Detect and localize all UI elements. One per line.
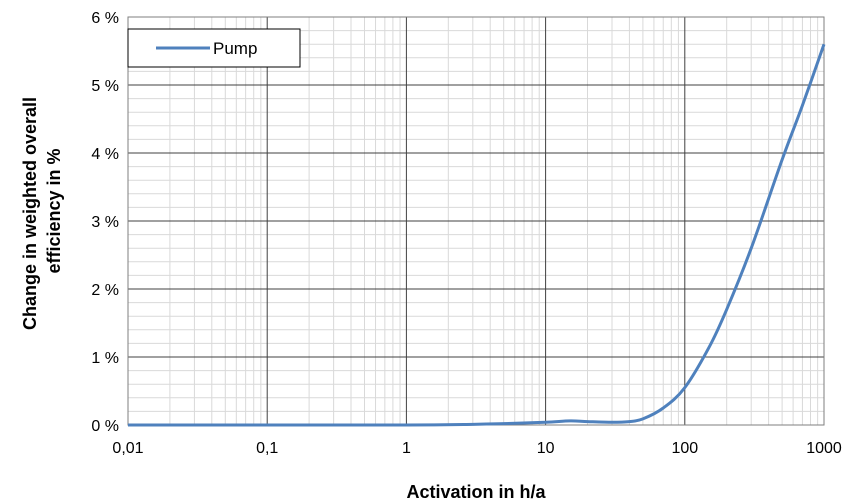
y-axis-title-line-2: efficiency in %	[44, 148, 64, 273]
y-tick-label: 4 %	[91, 146, 119, 163]
y-axis-title: Change in weighted overall efficiency in…	[20, 92, 64, 330]
legend-label-pump: Pump	[213, 39, 257, 58]
legend: Pump	[127, 28, 301, 68]
y-tick-label: 6 %	[91, 10, 119, 27]
y-tick-label: 2 %	[91, 282, 119, 299]
series-layer	[127, 43, 826, 427]
y-tick-label: 0 %	[91, 418, 119, 435]
y-tick-label: 1 %	[91, 350, 119, 367]
x-tick-label: 1	[402, 440, 411, 457]
series-line-pump	[127, 43, 826, 427]
major-grid	[127, 16, 825, 426]
x-tick-label: 1000	[806, 440, 842, 457]
x-tick-labels: 0,01 0,1 1 10 100 1000	[112, 440, 841, 457]
y-axis-title-line-1: Change in weighted overall	[20, 97, 40, 330]
x-tick-label: 100	[671, 440, 698, 457]
y-tick-label: 5 %	[91, 78, 119, 95]
x-tick-label: 0,01	[112, 440, 143, 457]
x-tick-label: 10	[537, 440, 555, 457]
x-tick-label: 0,1	[256, 440, 278, 457]
y-tick-labels: 0 % 1 % 2 % 3 % 4 % 5 % 6 %	[91, 10, 119, 435]
y-tick-label: 3 %	[91, 214, 119, 231]
x-axis-title: Activation in h/a	[406, 482, 546, 502]
